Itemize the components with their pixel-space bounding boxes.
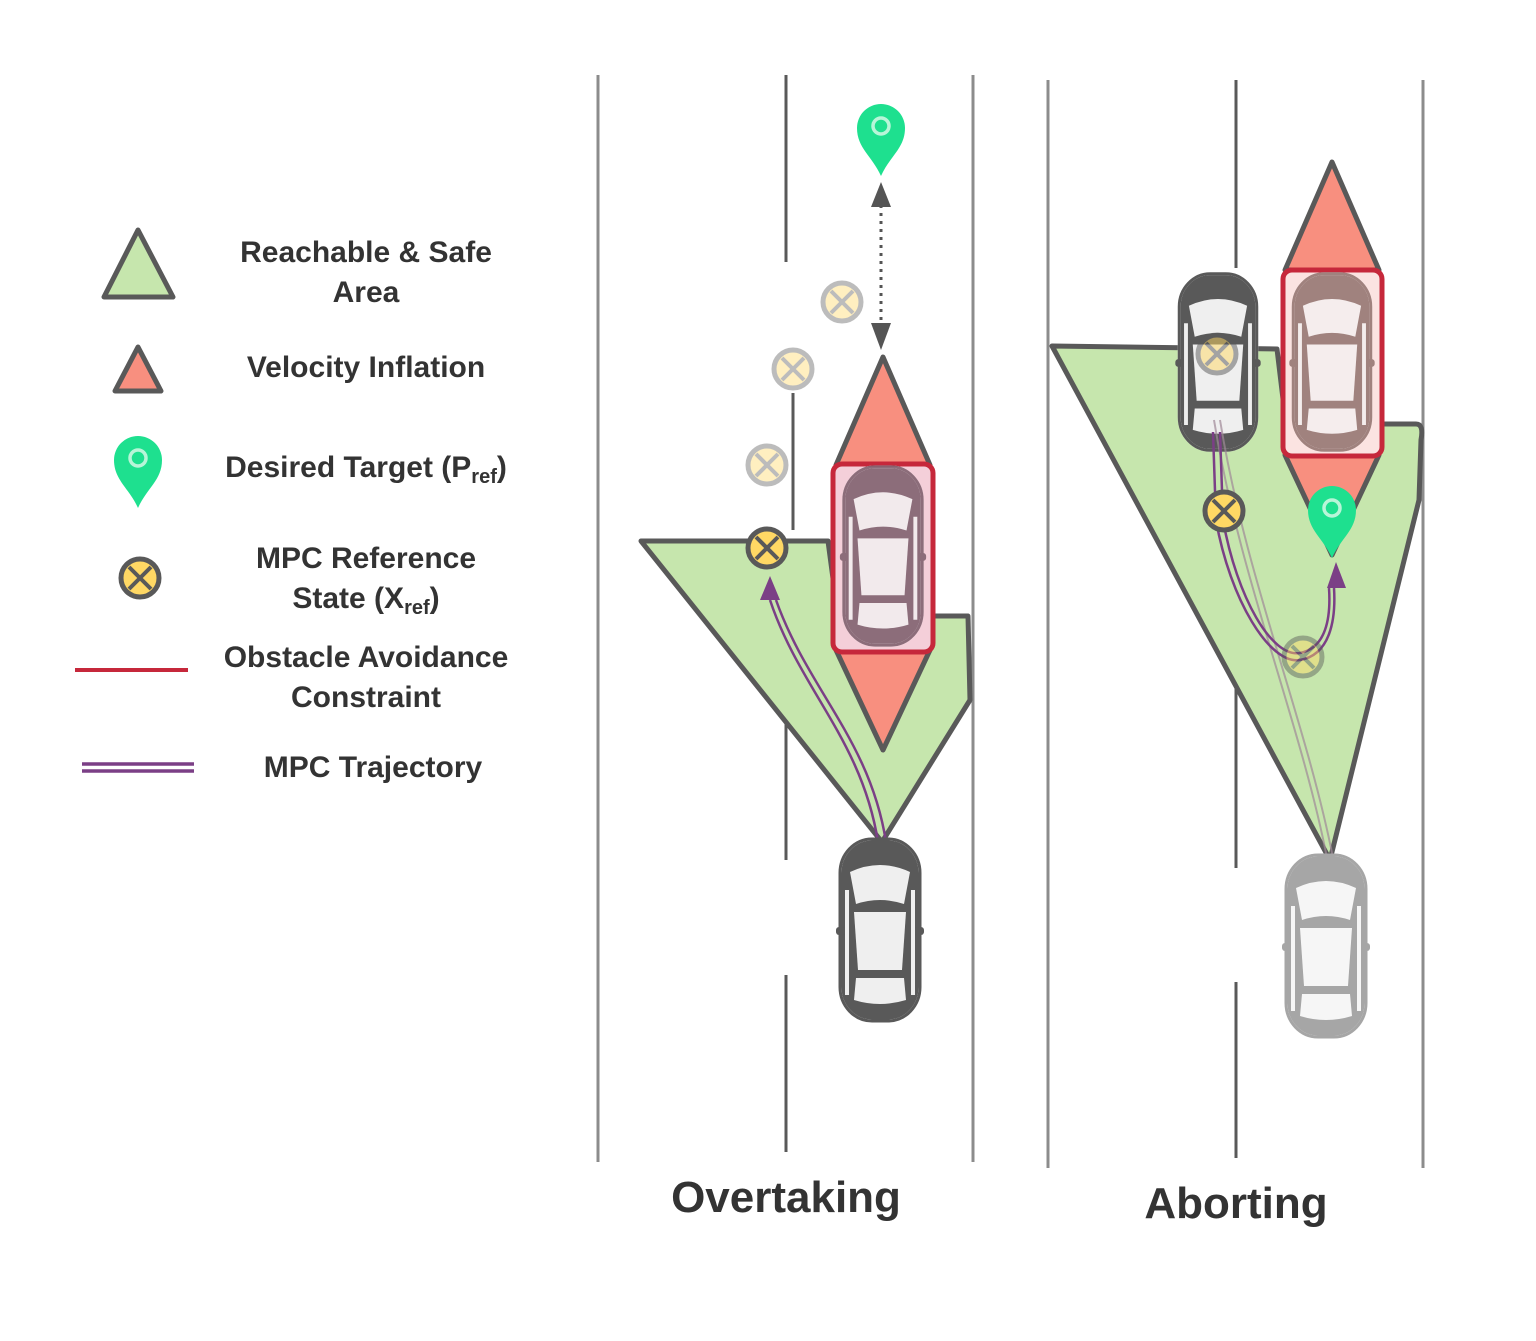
mpc-reference-state-icon: [748, 529, 786, 567]
velocity-inflation-front: [1282, 159, 1382, 273]
safe-area-triangle-icon: [101, 227, 176, 300]
desired-target-pin-icon: [855, 102, 907, 178]
legend-obstacle-line2: Constraint: [291, 681, 441, 714]
legend: [75, 227, 194, 773]
mpc-reference-state-icon: [1205, 492, 1243, 530]
legend-reference-line1: MPC Reference: [255, 542, 477, 575]
legend-target-close: ): [496, 451, 507, 484]
legend-obstacle-label: Obstacle Avoidance Constraint: [196, 638, 536, 718]
target-pin-icon: [112, 434, 164, 510]
legend-trajectory-label: MPC Trajectory: [203, 748, 543, 788]
legend-reachable-line2: Area: [332, 276, 400, 309]
velocity-triangle-icon: [112, 344, 164, 394]
legend-velocity-text: Velocity Inflation: [246, 351, 486, 384]
ego-car-icon: [834, 837, 926, 1023]
legend-velocity-label: Velocity Inflation: [196, 348, 536, 388]
aborting-scene: Aborting: [1046, 80, 1425, 1228]
overtaking-title: Overtaking: [671, 1173, 901, 1222]
legend-reference-line2: State (X: [292, 582, 405, 615]
faded-reference-state-icon: [1198, 335, 1236, 373]
legend-reference-label: MPC Reference State (Xref): [196, 539, 536, 619]
legend-target-text: Desired Target (P: [225, 451, 472, 484]
overtaking-scene: Overtaking: [596, 75, 975, 1222]
legend-reference-subscript: ref: [404, 597, 430, 619]
legend-reference-line2-wrap: State (Xref): [196, 579, 536, 619]
distance-arrow: [871, 182, 891, 350]
faded-reference-state-icon: [1284, 638, 1322, 676]
mpc-trajectory: [768, 599, 888, 843]
legend-reachable-label: Reachable & Safe Area: [196, 233, 536, 313]
legend-trajectory-text: MPC Trajectory: [263, 751, 483, 784]
mpc-trajectory-arrowhead: [1327, 562, 1346, 588]
obstacle-car-icon: [837, 464, 929, 648]
legend-obstacle-line1: Obstacle Avoidance: [223, 641, 509, 674]
legend-target-label: Desired Target (Pref): [186, 448, 546, 488]
legend-target-subscript: ref: [471, 466, 497, 488]
aborting-title: Aborting: [1144, 1179, 1327, 1228]
legend-reference-close: ): [429, 582, 440, 615]
obstacle-car-icon: [1287, 271, 1377, 453]
mpc-trajectory-arrowhead: [760, 576, 780, 600]
ego-car-icon: [1280, 853, 1372, 1039]
trajectory-line-icon: [82, 762, 194, 773]
reference-crossed-circle-icon: [121, 559, 159, 597]
velocity-inflation-front: [833, 354, 933, 468]
legend-reachable-line1: Reachable & Safe: [240, 236, 492, 269]
